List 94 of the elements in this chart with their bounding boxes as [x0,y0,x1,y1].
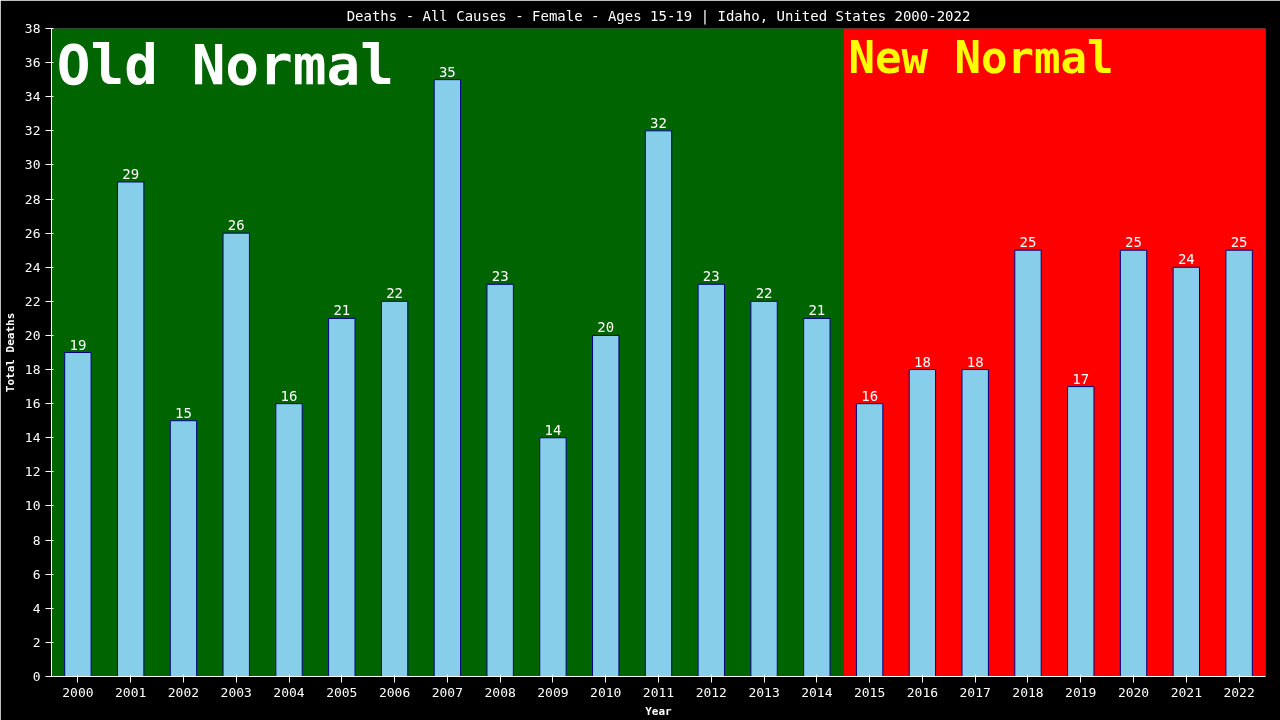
bar [697,283,725,677]
x-tick-label: 2003 [220,684,252,700]
data-label: 26 [227,217,245,234]
x-tick-label: 2017 [959,684,991,700]
chart-title: Deaths - All Causes - Female - Ages 15-19 | Idaho, United States 2000-2022 [346,7,971,25]
x-tick-label: 2012 [695,684,727,700]
y-tick-label: 10 [24,498,41,514]
data-label: 25 [1019,234,1037,251]
x-tick-label: 2004 [273,684,305,700]
x-tick-label: 2020 [1117,684,1150,700]
x-tick-label: 2016 [906,684,939,700]
x-tick-label: 2007 [431,684,464,700]
y-axis-title: Total Deaths [3,312,17,393]
bar [222,232,250,677]
y-tick-label: 4 [32,600,41,616]
bar [380,300,409,677]
y-tick-label: 32 [24,123,41,139]
y-tick-label: 16 [24,396,41,412]
x-tick-label: 2005 [326,684,358,700]
data-label: 24 [1177,251,1195,268]
data-label: 16 [280,387,298,404]
x-tick-label: 2011 [642,684,675,700]
data-label: 21 [808,302,826,319]
y-tick-label: 22 [24,293,41,309]
band-label: New Normal [848,31,1114,83]
data-label: 25 [1230,234,1248,251]
x-tick-label: 2002 [167,684,200,700]
y-tick-label: 14 [24,430,41,446]
data-label: 23 [491,268,509,285]
y-tick-label: 24 [24,259,41,275]
bar [961,369,989,677]
y-tick-label: 6 [32,566,41,582]
x-tick-label: 2018 [1012,684,1044,700]
data-label: 19 [69,336,87,353]
bar [750,300,778,677]
bar [592,334,620,677]
y-tick-label: 0 [32,669,41,684]
bar [486,283,514,677]
data-label: 20 [597,319,615,336]
y-tick-label: 12 [24,464,41,480]
y-tick-label: 18 [24,362,41,378]
bar [328,317,356,677]
data-label: 22 [755,285,773,302]
bar [539,437,567,677]
data-label: 25 [1125,234,1142,251]
bar [1119,249,1148,677]
x-tick-label: 2013 [748,684,780,700]
y-tick-label: 8 [32,532,41,548]
bar [1067,386,1095,677]
data-label: 35 [438,63,456,80]
x-tick-label: 2019 [1065,684,1097,700]
bar [908,369,937,677]
data-label: 14 [544,421,562,438]
data-label: 18 [913,353,931,370]
band-label: Old Normal [56,31,394,97]
bar [64,352,92,677]
y-tick-label: 28 [24,191,41,207]
bar [433,79,462,677]
x-tick-label: 2008 [484,684,516,700]
y-tick-label: 38 [24,21,41,36]
bar [169,420,198,677]
bar [644,130,673,677]
bar [1172,266,1201,677]
data-label: 22 [386,285,404,302]
y-tick-label: 20 [24,327,41,343]
x-tick-label: 2022 [1223,684,1255,700]
data-label: 18 [966,353,984,370]
bar [855,403,884,677]
x-tick-label: 2014 [801,684,833,700]
bar [1225,249,1253,677]
bar [1014,249,1042,677]
data-label: 17 [1072,370,1090,387]
y-tick-label: 30 [24,157,41,173]
x-tick-label: 2009 [537,684,569,700]
bar [116,181,145,677]
x-tick-label: 2021 [1170,684,1202,700]
y-tick-label: 26 [24,225,41,241]
x-tick-label: 2001 [115,684,147,700]
x-tick-label: 2000 [62,684,94,700]
bar [275,403,303,677]
data-label: 29 [122,165,140,182]
data-label: 32 [650,114,667,131]
y-tick-label: 2 [32,634,41,650]
x-tick-label: 2010 [590,684,622,700]
y-tick-label: 34 [24,89,41,105]
data-label: 16 [861,387,879,404]
data-label: 21 [333,302,351,319]
bar [803,317,831,677]
x-tick-label: 2015 [853,684,886,700]
x-tick-label: 2006 [378,684,411,700]
y-tick-label: 36 [24,55,41,71]
x-axis-title: Year [645,704,673,718]
data-label: 23 [702,268,720,285]
data-label: 15 [175,404,192,421]
